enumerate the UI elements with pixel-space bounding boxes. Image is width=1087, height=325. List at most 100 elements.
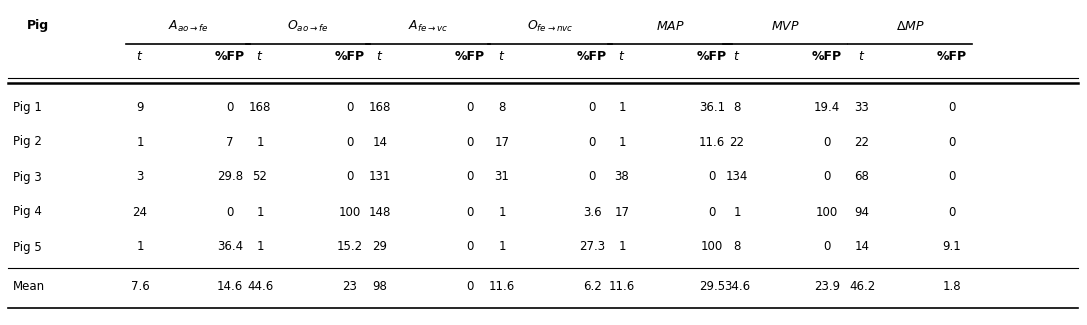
- Text: $t$: $t$: [376, 49, 384, 62]
- Text: 1: 1: [619, 136, 626, 149]
- Text: Mean: Mean: [13, 280, 46, 293]
- Text: 29.8: 29.8: [217, 171, 243, 184]
- Text: 22: 22: [729, 136, 745, 149]
- Text: 148: 148: [368, 205, 391, 218]
- Text: 134: 134: [726, 171, 748, 184]
- Text: $t$: $t$: [257, 49, 264, 62]
- Text: 6.2: 6.2: [583, 280, 601, 293]
- Text: 1: 1: [257, 240, 264, 254]
- Text: 0: 0: [466, 171, 474, 184]
- Text: 168: 168: [368, 100, 391, 113]
- Text: $t$: $t$: [859, 49, 865, 62]
- Text: 11.6: 11.6: [489, 280, 515, 293]
- Text: 7.6: 7.6: [130, 280, 149, 293]
- Text: %FP: %FP: [215, 49, 245, 62]
- Text: Pig 3: Pig 3: [13, 171, 41, 184]
- Text: Pig 1: Pig 1: [13, 100, 42, 113]
- Text: 46.2: 46.2: [849, 280, 875, 293]
- Text: 0: 0: [948, 136, 955, 149]
- Text: $A_{fe \rightarrow vc}$: $A_{fe \rightarrow vc}$: [408, 19, 448, 33]
- Text: $\mathit{MAP}$: $\mathit{MAP}$: [655, 20, 685, 32]
- Text: 1: 1: [619, 240, 626, 254]
- Text: 23: 23: [342, 280, 358, 293]
- Text: 23.9: 23.9: [814, 280, 840, 293]
- Text: 33: 33: [854, 100, 870, 113]
- Text: 8: 8: [734, 100, 740, 113]
- Text: 7: 7: [226, 136, 234, 149]
- Text: 100: 100: [816, 205, 838, 218]
- Text: %FP: %FP: [937, 49, 967, 62]
- Text: %FP: %FP: [335, 49, 365, 62]
- Text: 8: 8: [498, 100, 505, 113]
- Text: 1: 1: [734, 205, 740, 218]
- Text: 0: 0: [588, 136, 596, 149]
- Text: 19.4: 19.4: [814, 100, 840, 113]
- Text: $t$: $t$: [734, 49, 740, 62]
- Text: $A_{ao \rightarrow fe}$: $A_{ao \rightarrow fe}$: [167, 19, 209, 33]
- Text: 0: 0: [948, 205, 955, 218]
- Text: 52: 52: [252, 171, 267, 184]
- Text: 0: 0: [823, 171, 830, 184]
- Text: 8: 8: [734, 240, 740, 254]
- Text: 29: 29: [373, 240, 387, 254]
- Text: 9: 9: [136, 100, 143, 113]
- Text: 0: 0: [226, 205, 234, 218]
- Text: 1: 1: [136, 240, 143, 254]
- Text: 1.8: 1.8: [942, 280, 961, 293]
- Text: 11.6: 11.6: [609, 280, 635, 293]
- Text: 0: 0: [709, 171, 715, 184]
- Text: Pig: Pig: [27, 20, 49, 32]
- Text: 0: 0: [823, 136, 830, 149]
- Text: 0: 0: [466, 240, 474, 254]
- Text: 22: 22: [854, 136, 870, 149]
- Text: 0: 0: [588, 171, 596, 184]
- Text: 0: 0: [466, 100, 474, 113]
- Text: 17: 17: [614, 205, 629, 218]
- Text: 1: 1: [498, 240, 505, 254]
- Text: 0: 0: [823, 240, 830, 254]
- Text: 168: 168: [249, 100, 271, 113]
- Text: 0: 0: [347, 100, 353, 113]
- Text: 14.6: 14.6: [217, 280, 243, 293]
- Text: 0: 0: [709, 205, 715, 218]
- Text: %FP: %FP: [455, 49, 485, 62]
- Text: 11.6: 11.6: [699, 136, 725, 149]
- Text: 1: 1: [498, 205, 505, 218]
- Text: 3.6: 3.6: [583, 205, 601, 218]
- Text: 31: 31: [495, 171, 510, 184]
- Text: 17: 17: [495, 136, 510, 149]
- Text: 0: 0: [226, 100, 234, 113]
- Text: 29.5: 29.5: [699, 280, 725, 293]
- Text: 0: 0: [948, 171, 955, 184]
- Text: 100: 100: [701, 240, 723, 254]
- Text: 34.6: 34.6: [724, 280, 750, 293]
- Text: 0: 0: [466, 280, 474, 293]
- Text: 94: 94: [854, 205, 870, 218]
- Text: $t$: $t$: [498, 49, 505, 62]
- Text: Pig 4: Pig 4: [13, 205, 42, 218]
- Text: 131: 131: [368, 171, 391, 184]
- Text: $t$: $t$: [136, 49, 143, 62]
- Text: 1: 1: [257, 205, 264, 218]
- Text: 98: 98: [373, 280, 387, 293]
- Text: $O_{ao \rightarrow fe}$: $O_{ao \rightarrow fe}$: [287, 19, 328, 33]
- Text: Pig 2: Pig 2: [13, 136, 42, 149]
- Text: 9.1: 9.1: [942, 240, 961, 254]
- Text: 1: 1: [136, 136, 143, 149]
- Text: 24: 24: [133, 205, 148, 218]
- Text: 1: 1: [619, 100, 626, 113]
- Text: 0: 0: [466, 205, 474, 218]
- Text: 27.3: 27.3: [579, 240, 605, 254]
- Text: $\mathit{\Delta MP}$: $\mathit{\Delta MP}$: [896, 20, 924, 32]
- Text: $t$: $t$: [619, 49, 626, 62]
- Text: 36.1: 36.1: [699, 100, 725, 113]
- Text: 0: 0: [466, 136, 474, 149]
- Text: 0: 0: [948, 100, 955, 113]
- Text: Pig 5: Pig 5: [13, 240, 41, 254]
- Text: 1: 1: [257, 136, 264, 149]
- Text: 44.6: 44.6: [247, 280, 273, 293]
- Text: 36.4: 36.4: [217, 240, 243, 254]
- Text: 14: 14: [373, 136, 387, 149]
- Text: $O_{fe \rightarrow nvc}$: $O_{fe \rightarrow nvc}$: [527, 19, 573, 33]
- Text: 68: 68: [854, 171, 870, 184]
